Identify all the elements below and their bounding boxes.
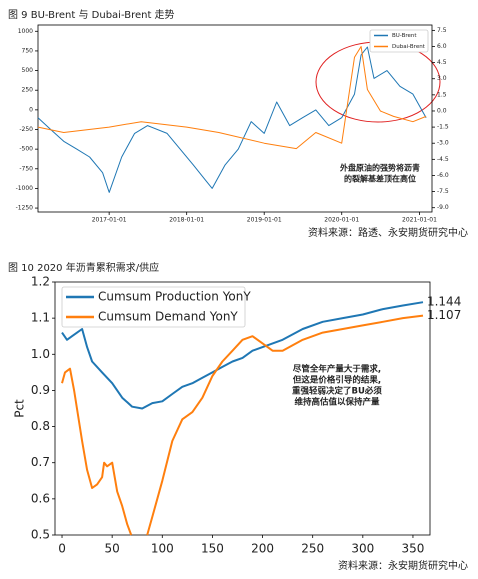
y-tick-label: -1250 [16,205,34,212]
figure-caption: 图 9 BU-Brent 与 Dubai-Brent 走势 [8,8,175,21]
annotation: 外盘原油的强势将沥青 [340,163,420,173]
x-tick-label: 2019-01-01 [247,217,282,224]
y2-tick-label: 1.5 [437,91,447,98]
y-tick-label: -1000 [16,185,34,192]
annotation: 重强轻弱决定了BU必须 [292,386,382,397]
y-tick-label: -500 [19,146,33,153]
x-tick-label: 150 [201,542,224,556]
annotation: 维持高估值以保持产量 [294,397,380,408]
x-tick-label: 100 [151,542,174,556]
x-tick-label: 2018-01-01 [169,217,204,224]
x-tick-label: 0 [58,542,66,556]
y-tick-label: -250 [19,126,33,133]
y2-tick-label: -3.0 [437,140,449,147]
y-axis-label: Pct [13,399,27,418]
series-line [61,301,424,410]
figure-source: 资料来源：永安期货研究中心 [338,559,468,572]
x-tick-label: 50 [105,542,120,556]
y-tick-label: 0 [29,106,33,113]
figure-source: 资料来源：路透、永安期货研究中心 [308,226,468,239]
x-tick-label: 2021-01-01 [402,217,437,224]
y-tick-label: 1.0 [31,347,50,361]
legend-label: Cumsum Production YonY [98,290,251,304]
y2-tick-label: -7.5 [437,188,449,195]
y2-tick-label: 6.0 [437,43,447,50]
y-tick-label: 1000 [18,28,33,35]
y2-tick-label: -6.0 [437,172,449,179]
y2-tick-label: 0.0 [437,107,447,114]
x-tick-label: 350 [402,542,425,556]
x-tick-label: 200 [251,542,274,556]
y-tick-label: 750 [22,47,34,54]
y-tick-label: 250 [22,87,34,94]
x-tick-label: 2020-01-01 [324,217,359,224]
plot-frame [54,281,431,536]
y-tick-label: 0.9 [31,383,50,397]
y-tick-label: 0.7 [31,455,50,469]
y-tick-label: 500 [22,67,34,74]
series-line [61,314,424,536]
y-tick-label: 0.5 [31,528,50,542]
x-tick-label: 2017-01-01 [92,217,127,224]
annotation: 但这是价格引导的结果, [292,375,381,386]
y2-tick-label: -9.0 [437,204,449,211]
end-label: 1.144 [427,295,461,309]
y-tick-label: -750 [19,165,33,172]
legend-label: Dubai-Brent [392,44,426,50]
y2-tick-label: 7.5 [437,27,447,34]
x-tick-label: 250 [301,542,324,556]
y2-tick-label: -1.5 [437,124,449,131]
legend-label: BU-Brent [392,33,417,39]
y-tick-label: 1.1 [31,311,50,325]
plot-frame [37,24,433,213]
annotation: 的裂解基差顶在高位 [344,174,416,184]
end-label: 1.107 [427,308,461,322]
x-tick-label: 300 [351,542,374,556]
series-line [37,46,427,150]
y-tick-label: 0.8 [31,419,50,433]
legend-label: Cumsum Demand YonY [98,310,238,324]
y-tick-label: 0.6 [31,491,50,505]
legend-box [61,286,246,328]
y-tick-label: 1.2 [31,275,50,289]
y2-tick-label: 4.5 [437,59,447,66]
series-line [37,46,427,193]
figure-caption: 图 10 2020 年沥青累积需求/供应 [8,261,159,274]
y2-tick-label: 3.0 [437,75,447,82]
y2-tick-label: -4.5 [437,156,449,163]
annotation: 尽管全年产量大于需求, [293,364,381,375]
